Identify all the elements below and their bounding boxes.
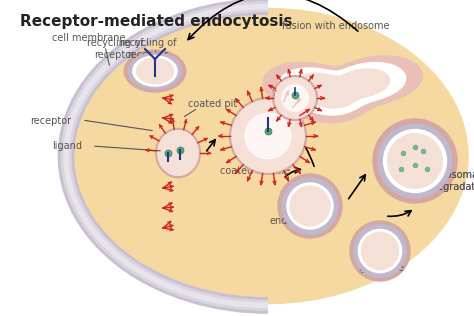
Circle shape (361, 232, 399, 270)
Circle shape (358, 229, 401, 273)
Circle shape (282, 178, 338, 234)
Circle shape (245, 113, 291, 159)
Circle shape (373, 119, 457, 203)
Text: lysosome: lysosome (358, 263, 404, 273)
Ellipse shape (133, 56, 177, 86)
Text: receptor: receptor (30, 116, 71, 126)
Ellipse shape (68, 9, 468, 303)
Text: Receptor-mediated endocytosis: Receptor-mediated endocytosis (20, 14, 292, 29)
Ellipse shape (137, 58, 173, 84)
Polygon shape (279, 63, 406, 115)
Circle shape (282, 85, 308, 111)
FancyArrowPatch shape (188, 0, 358, 40)
Ellipse shape (124, 50, 186, 92)
Ellipse shape (156, 129, 200, 177)
Circle shape (278, 174, 342, 238)
Circle shape (230, 98, 306, 174)
Text: recycling of
receptor: recycling of receptor (87, 38, 143, 60)
Text: recycling of
receptor: recycling of receptor (120, 38, 176, 60)
Circle shape (290, 186, 330, 226)
Circle shape (378, 124, 452, 198)
Circle shape (388, 134, 442, 188)
Polygon shape (294, 69, 390, 108)
Text: endosome: endosome (270, 216, 321, 226)
Circle shape (354, 225, 406, 277)
Circle shape (287, 183, 333, 229)
Circle shape (350, 221, 410, 281)
Text: ligand: ligand (52, 141, 82, 151)
Text: coated pit: coated pit (188, 99, 237, 109)
Circle shape (383, 130, 447, 192)
Text: fusion with endosome: fusion with endosome (282, 21, 390, 31)
Text: lysosomal
degradation: lysosomal degradation (432, 170, 474, 192)
Circle shape (273, 76, 317, 120)
Text: cell membrane: cell membrane (52, 33, 126, 43)
Ellipse shape (128, 53, 182, 89)
Polygon shape (263, 56, 422, 123)
Text: coated vesicle: coated vesicle (220, 166, 290, 176)
Text: lysosomal
degradation: lysosomal degradation (432, 170, 474, 192)
